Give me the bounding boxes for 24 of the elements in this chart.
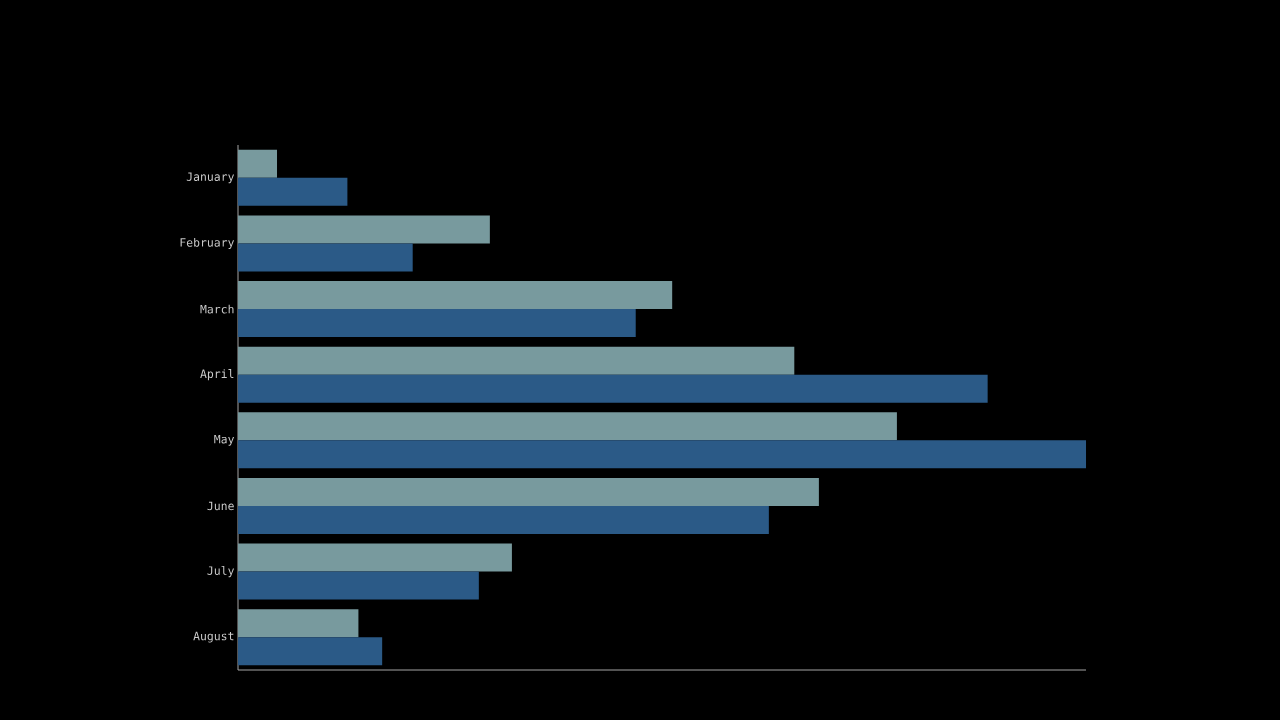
y-tick-label: March xyxy=(200,304,234,314)
bar xyxy=(238,177,348,206)
y-tick-label: April xyxy=(200,369,234,381)
y-tick-label: August xyxy=(193,631,234,643)
bar xyxy=(238,637,383,666)
bar xyxy=(238,309,636,338)
y-tick-label: July xyxy=(207,565,235,578)
bar xyxy=(238,215,490,244)
bar xyxy=(238,281,673,310)
bar xyxy=(238,243,413,272)
y-tick-label: January xyxy=(186,172,235,184)
bar xyxy=(238,440,1087,469)
y-tick-label: June xyxy=(207,501,234,511)
bar xyxy=(238,477,819,506)
bar xyxy=(238,543,512,572)
bar xyxy=(238,149,278,178)
y-tick-label: February xyxy=(180,237,235,249)
bar xyxy=(238,505,769,534)
y-tick-label: May xyxy=(214,434,235,446)
bar xyxy=(238,346,795,375)
bar xyxy=(238,412,897,441)
bar xyxy=(238,571,479,600)
bar xyxy=(238,374,988,403)
bar xyxy=(238,609,359,638)
